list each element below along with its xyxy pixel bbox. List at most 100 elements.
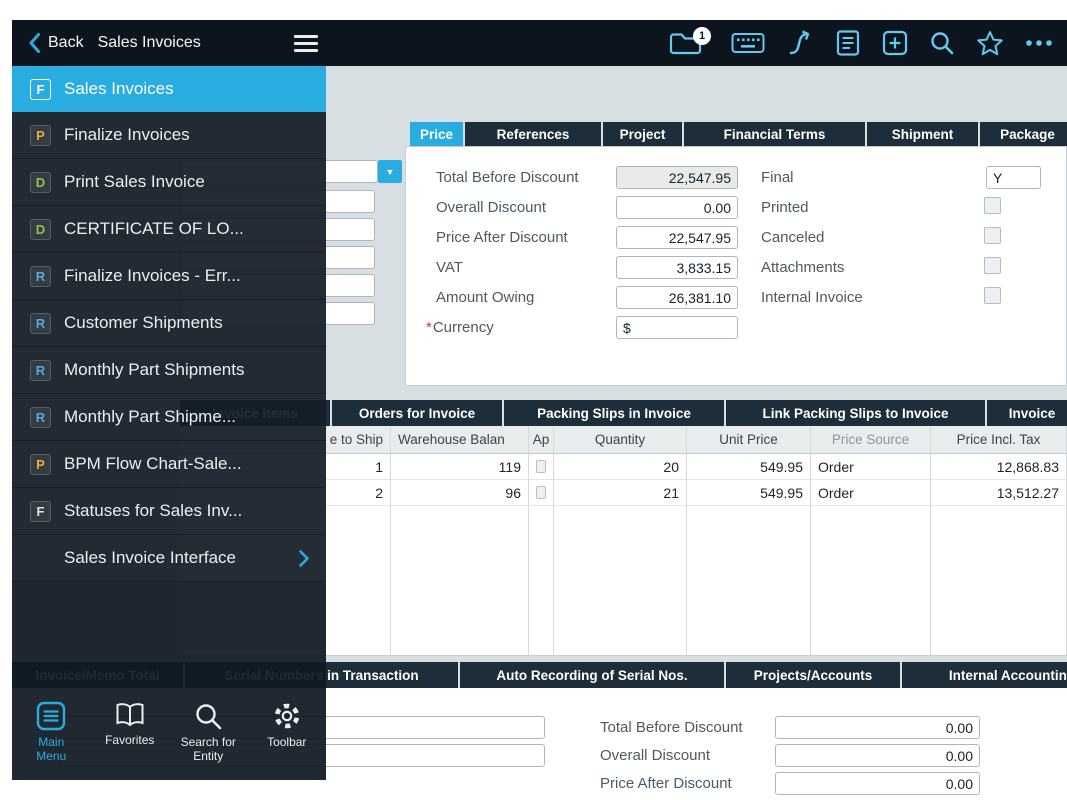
- sidebar-item-label: Monthly Part Shipme...: [64, 407, 236, 426]
- sidebar-item-monthly-part-shipments-2[interactable]: R Monthly Part Shipme...: [12, 394, 326, 441]
- flow-button[interactable]: [786, 29, 814, 57]
- sidebar-item-statuses-for-sales-invoices[interactable]: F Statuses for Sales Inv...: [12, 488, 326, 535]
- overall-discount-input[interactable]: [616, 196, 738, 219]
- price-panel: Total Before Discount Overall Discount P…: [405, 146, 1067, 386]
- tab-price[interactable]: Price: [410, 122, 463, 146]
- table-cell[interactable]: 20: [554, 454, 687, 480]
- table-filler: [554, 506, 687, 655]
- table-cell[interactable]: 96: [391, 480, 529, 506]
- table-cell[interactable]: [529, 454, 554, 480]
- add-icon: [882, 30, 908, 56]
- totals-overall-discount-input[interactable]: [775, 744, 980, 767]
- report-badge-icon: R: [30, 359, 51, 381]
- sidebar-item-sales-invoices[interactable]: F Sales Invoices: [12, 66, 326, 112]
- nav-favorites[interactable]: Favorites: [91, 701, 170, 780]
- tab-packing-slips-in-invoice[interactable]: Packing Slips in Invoice: [504, 400, 724, 426]
- amount-owing-input[interactable]: [616, 286, 738, 309]
- table-filler: [529, 506, 554, 655]
- back-label: Back: [48, 34, 84, 51]
- window-count-badge: 1: [693, 27, 711, 45]
- sidebar-item-print-sales-invoice[interactable]: D Print Sales Invoice: [12, 159, 326, 206]
- internal-invoice-checkbox[interactable]: [984, 287, 1001, 304]
- table-cell[interactable]: Order: [811, 480, 931, 506]
- sidebar-item-label: Sales Invoice Interface: [64, 548, 236, 567]
- approved-checkbox[interactable]: [536, 486, 546, 499]
- sidebar-item-label: BPM Flow Chart-Sale...: [64, 454, 242, 473]
- more-button[interactable]: [1025, 39, 1053, 47]
- total-before-discount-label: Total Before Discount: [436, 169, 579, 186]
- sidebar-item-label: Finalize Invoices - Err...: [64, 266, 241, 285]
- tab-orders-for-invoice[interactable]: Orders for Invoice: [332, 400, 502, 426]
- vat-label: VAT: [436, 259, 463, 276]
- nav-label: Favorites: [105, 733, 155, 747]
- table-cell[interactable]: 13,512.27: [931, 480, 1067, 506]
- table-cell[interactable]: [529, 480, 554, 506]
- back-button[interactable]: Back: [12, 32, 84, 54]
- menu-icon[interactable]: [294, 35, 318, 52]
- table-cell[interactable]: 119: [391, 454, 529, 480]
- col-quantity: Quantity: [554, 426, 687, 454]
- add-button[interactable]: [882, 30, 908, 56]
- tab-projects-accounts[interactable]: Projects/Accounts: [726, 662, 900, 688]
- total-before-discount-input[interactable]: [616, 166, 738, 189]
- currency-input[interactable]: [616, 316, 738, 339]
- currency-label-text: Currency: [432, 319, 494, 336]
- attachments-checkbox[interactable]: [984, 257, 1001, 274]
- page-title: Sales Invoices: [97, 34, 201, 51]
- dropdown-button[interactable]: ▼: [378, 160, 402, 183]
- table-cell[interactable]: 549.95: [687, 480, 811, 506]
- table-cell[interactable]: 12,868.83: [931, 454, 1067, 480]
- printed-checkbox[interactable]: [984, 197, 1001, 214]
- procedure-badge-icon: P: [30, 124, 51, 146]
- table-cell[interactable]: 549.95: [687, 454, 811, 480]
- sidebar-item-finalize-invoices-errors[interactable]: R Finalize Invoices - Err...: [12, 253, 326, 300]
- keyboard-button[interactable]: [731, 31, 765, 55]
- sidebar-item-bpm-flow-chart[interactable]: P BPM Flow Chart-Sale...: [12, 441, 326, 488]
- final-input[interactable]: [986, 166, 1041, 189]
- totals-price-after-discount-input[interactable]: [775, 772, 980, 795]
- currency-label: *Currency: [426, 319, 494, 336]
- nav-search-for-entity[interactable]: Search for Entity: [169, 701, 248, 780]
- totals-before-discount-label: Total Before Discount: [600, 719, 743, 736]
- tab-package[interactable]: Package: [980, 122, 1067, 146]
- main-menu-icon: [37, 701, 66, 731]
- flow-icon: [789, 30, 810, 55]
- vat-input[interactable]: [616, 256, 738, 279]
- totals-price-after-discount-label: Price After Discount: [600, 775, 732, 792]
- tab-references[interactable]: References: [465, 122, 601, 146]
- sidebar-item-finalize-invoices[interactable]: P Finalize Invoices: [12, 112, 326, 159]
- search-button[interactable]: [929, 30, 955, 56]
- totals-before-discount-input[interactable]: [775, 716, 980, 739]
- tab-shipment[interactable]: Shipment: [867, 122, 978, 146]
- sidebar-item-monthly-part-shipments[interactable]: R Monthly Part Shipments: [12, 347, 326, 394]
- table-filler: [811, 506, 931, 655]
- approved-checkbox[interactable]: [536, 460, 546, 473]
- tab-internal-accounting[interactable]: Internal Accounting: [902, 662, 1067, 688]
- chevron-right-icon: [299, 549, 309, 567]
- sidebar-item-label: CERTIFICATE OF LO...: [64, 219, 244, 238]
- sidebar-item-sales-invoice-interface[interactable]: Sales Invoice Interface: [12, 535, 326, 582]
- internal-invoice-label: Internal Invoice: [761, 289, 863, 306]
- canceled-checkbox[interactable]: [984, 227, 1001, 244]
- document-button[interactable]: [835, 29, 861, 57]
- favorites-book-icon: [116, 703, 144, 727]
- table-filler: [687, 506, 811, 655]
- invoice-items-table: e to Ship Warehouse Balan Ap Quantity Un…: [180, 426, 1067, 656]
- tab-auto-recording-serial-nos[interactable]: Auto Recording of Serial Nos.: [460, 662, 724, 688]
- document-icon: [836, 30, 860, 56]
- price-after-discount-input[interactable]: [616, 226, 738, 249]
- open-windows-button[interactable]: 1: [668, 27, 711, 57]
- tab-invoice[interactable]: Invoice: [987, 400, 1067, 426]
- tab-link-packing-slips[interactable]: Link Packing Slips to Invoice: [726, 400, 985, 426]
- favorite-button[interactable]: [976, 30, 1004, 57]
- tab-project[interactable]: Project: [603, 122, 682, 146]
- totals-overall-discount-label: Overall Discount: [600, 747, 711, 764]
- nav-main-menu[interactable]: Main Menu: [12, 701, 91, 780]
- nav-toolbar[interactable]: Toolbar: [248, 701, 327, 780]
- sidebar-item-certificate[interactable]: D CERTIFICATE OF LO...: [12, 206, 326, 253]
- sidebar-item-customer-shipments[interactable]: R Customer Shipments: [12, 300, 326, 347]
- table-cell[interactable]: 21: [554, 480, 687, 506]
- tab-financial-terms[interactable]: Financial Terms: [684, 122, 865, 146]
- sidebar-menu: F Sales Invoices P Finalize Invoices D P…: [12, 66, 326, 780]
- table-cell[interactable]: Order: [811, 454, 931, 480]
